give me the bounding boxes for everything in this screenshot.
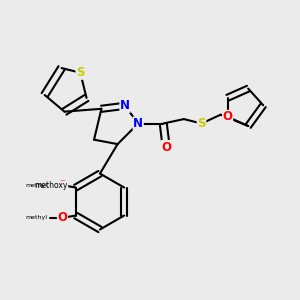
Text: O: O <box>58 179 68 192</box>
Text: O: O <box>223 110 232 123</box>
Text: methyl: methyl <box>26 215 48 220</box>
Text: N: N <box>120 99 130 112</box>
Text: methyl: methyl <box>26 183 48 188</box>
Text: O: O <box>161 141 171 154</box>
Text: N: N <box>133 117 143 130</box>
Text: methoxy: methoxy <box>34 181 68 190</box>
Text: O: O <box>58 212 68 224</box>
Text: S: S <box>76 66 85 79</box>
Text: S: S <box>197 117 206 130</box>
